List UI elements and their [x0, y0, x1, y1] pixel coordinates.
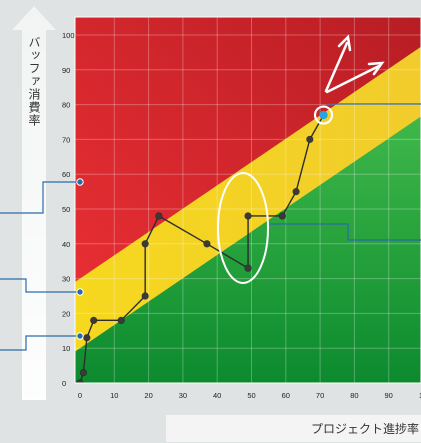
data-point: [76, 379, 84, 383]
data-point: [83, 334, 91, 342]
data-point: [90, 316, 98, 325]
y-tick-label: 50: [62, 205, 70, 214]
x-tick-label: 60: [282, 391, 290, 400]
x-tick-label: 10: [110, 391, 118, 400]
x-tick-label: 90: [385, 391, 393, 400]
callout-dot: [76, 178, 84, 186]
y-tick-label: 70: [62, 135, 70, 144]
x-tick-label: 20: [144, 391, 152, 400]
data-point: [278, 212, 287, 220]
x-tick-label: 50: [247, 391, 255, 400]
y-tick-label: 0: [62, 379, 66, 388]
x-tick-label: 30: [179, 391, 187, 400]
y-tick-label: 60: [62, 170, 70, 179]
data-point: [155, 212, 163, 220]
x-tick-label: 80: [350, 391, 358, 400]
highlight-ellipse: [217, 172, 269, 284]
y-axis-arrow: [12, 6, 56, 400]
data-point: [244, 212, 252, 220]
y-tick-label: 20: [62, 309, 70, 318]
x-tick-label: 70: [316, 391, 324, 400]
y-tick-label: 40: [62, 240, 70, 249]
y-tick-label: 100: [62, 31, 75, 40]
highlight-point: [319, 110, 328, 120]
data-point: [141, 292, 149, 300]
callout-dot: [76, 288, 84, 296]
plot-border: [74, 16, 421, 384]
data-point: [117, 316, 125, 325]
x-tick-label: 0: [78, 391, 82, 400]
callout-dot: [76, 332, 84, 340]
data-point: [79, 368, 88, 377]
data-point: [306, 135, 314, 144]
x-axis-label: プロジェクト進捗率: [166, 414, 421, 442]
y-tick-label: 30: [62, 275, 70, 284]
x-tick-label: 40: [213, 391, 221, 400]
x-tick-label: 10: [419, 391, 421, 400]
data-point: [292, 187, 300, 196]
trend-arrows: [324, 34, 385, 94]
data-point: [244, 264, 252, 272]
y-axis-label: バッファ消費率: [27, 36, 41, 127]
data-point: [203, 240, 211, 248]
highlight-ring: [313, 105, 334, 125]
y-tick-label: 10: [62, 344, 70, 353]
data-point: [141, 240, 149, 248]
y-tick-label: 90: [62, 66, 70, 75]
callout-lines: [0, 103, 421, 351]
y-tick-label: 80: [62, 101, 70, 110]
